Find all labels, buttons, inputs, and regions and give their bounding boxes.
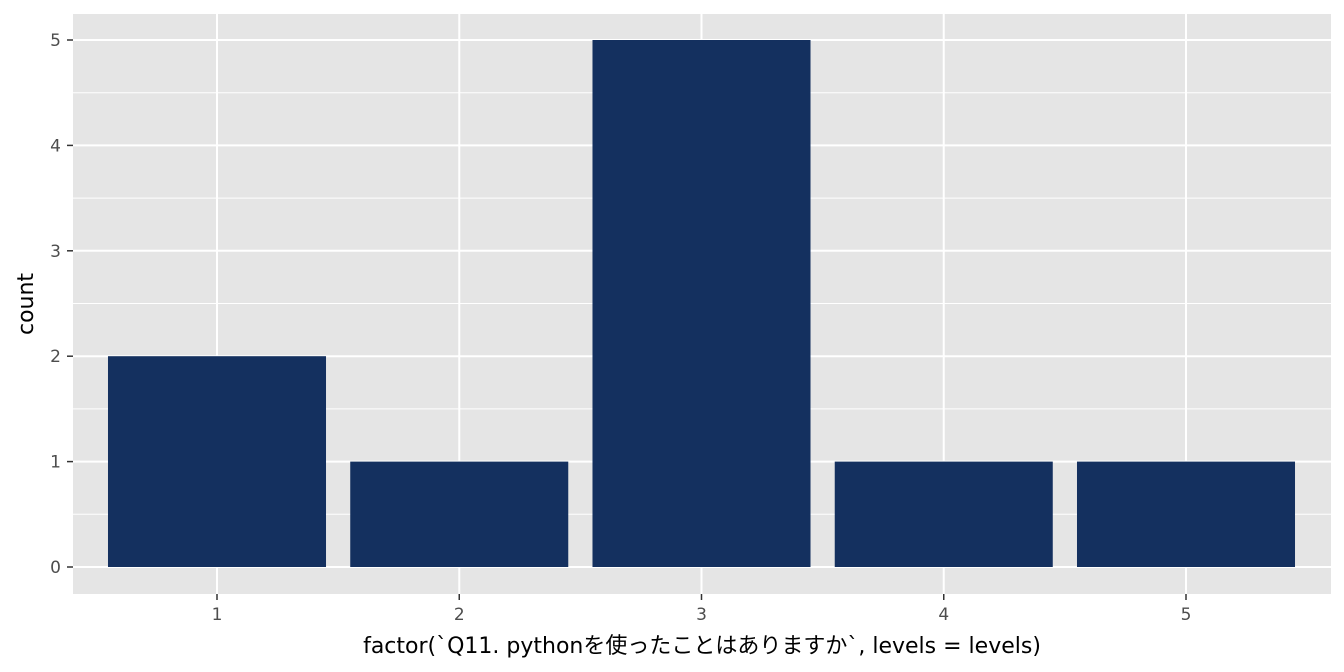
bar-1 (107, 356, 327, 567)
x-tick-label: 4 (938, 605, 949, 625)
x-tick-label: 5 (1181, 605, 1192, 625)
y-tick-label: 3 (50, 242, 61, 262)
x-axis: 1 2 3 4 5 (212, 594, 1192, 625)
bar-2 (350, 461, 569, 567)
x-tick-label: 3 (696, 605, 707, 625)
y-tick-label: 1 (50, 453, 61, 473)
y-tick-label: 2 (50, 347, 61, 367)
y-tick-label: 0 (50, 558, 61, 578)
x-tick-label: 1 (212, 605, 223, 625)
y-tick-label: 4 (50, 136, 61, 156)
y-tick-label: 5 (50, 31, 61, 51)
bar-4 (834, 461, 1053, 567)
y-axis: 0 1 2 3 4 5 (50, 31, 73, 578)
x-axis-title: factor(`Q11. pythonを使ったことはありますか`, levels… (363, 634, 1041, 659)
bar-3 (592, 40, 811, 567)
x-tick-label: 2 (454, 605, 465, 625)
bar-5 (1076, 461, 1296, 567)
bars (107, 40, 1296, 567)
y-axis-title: count (14, 273, 39, 335)
